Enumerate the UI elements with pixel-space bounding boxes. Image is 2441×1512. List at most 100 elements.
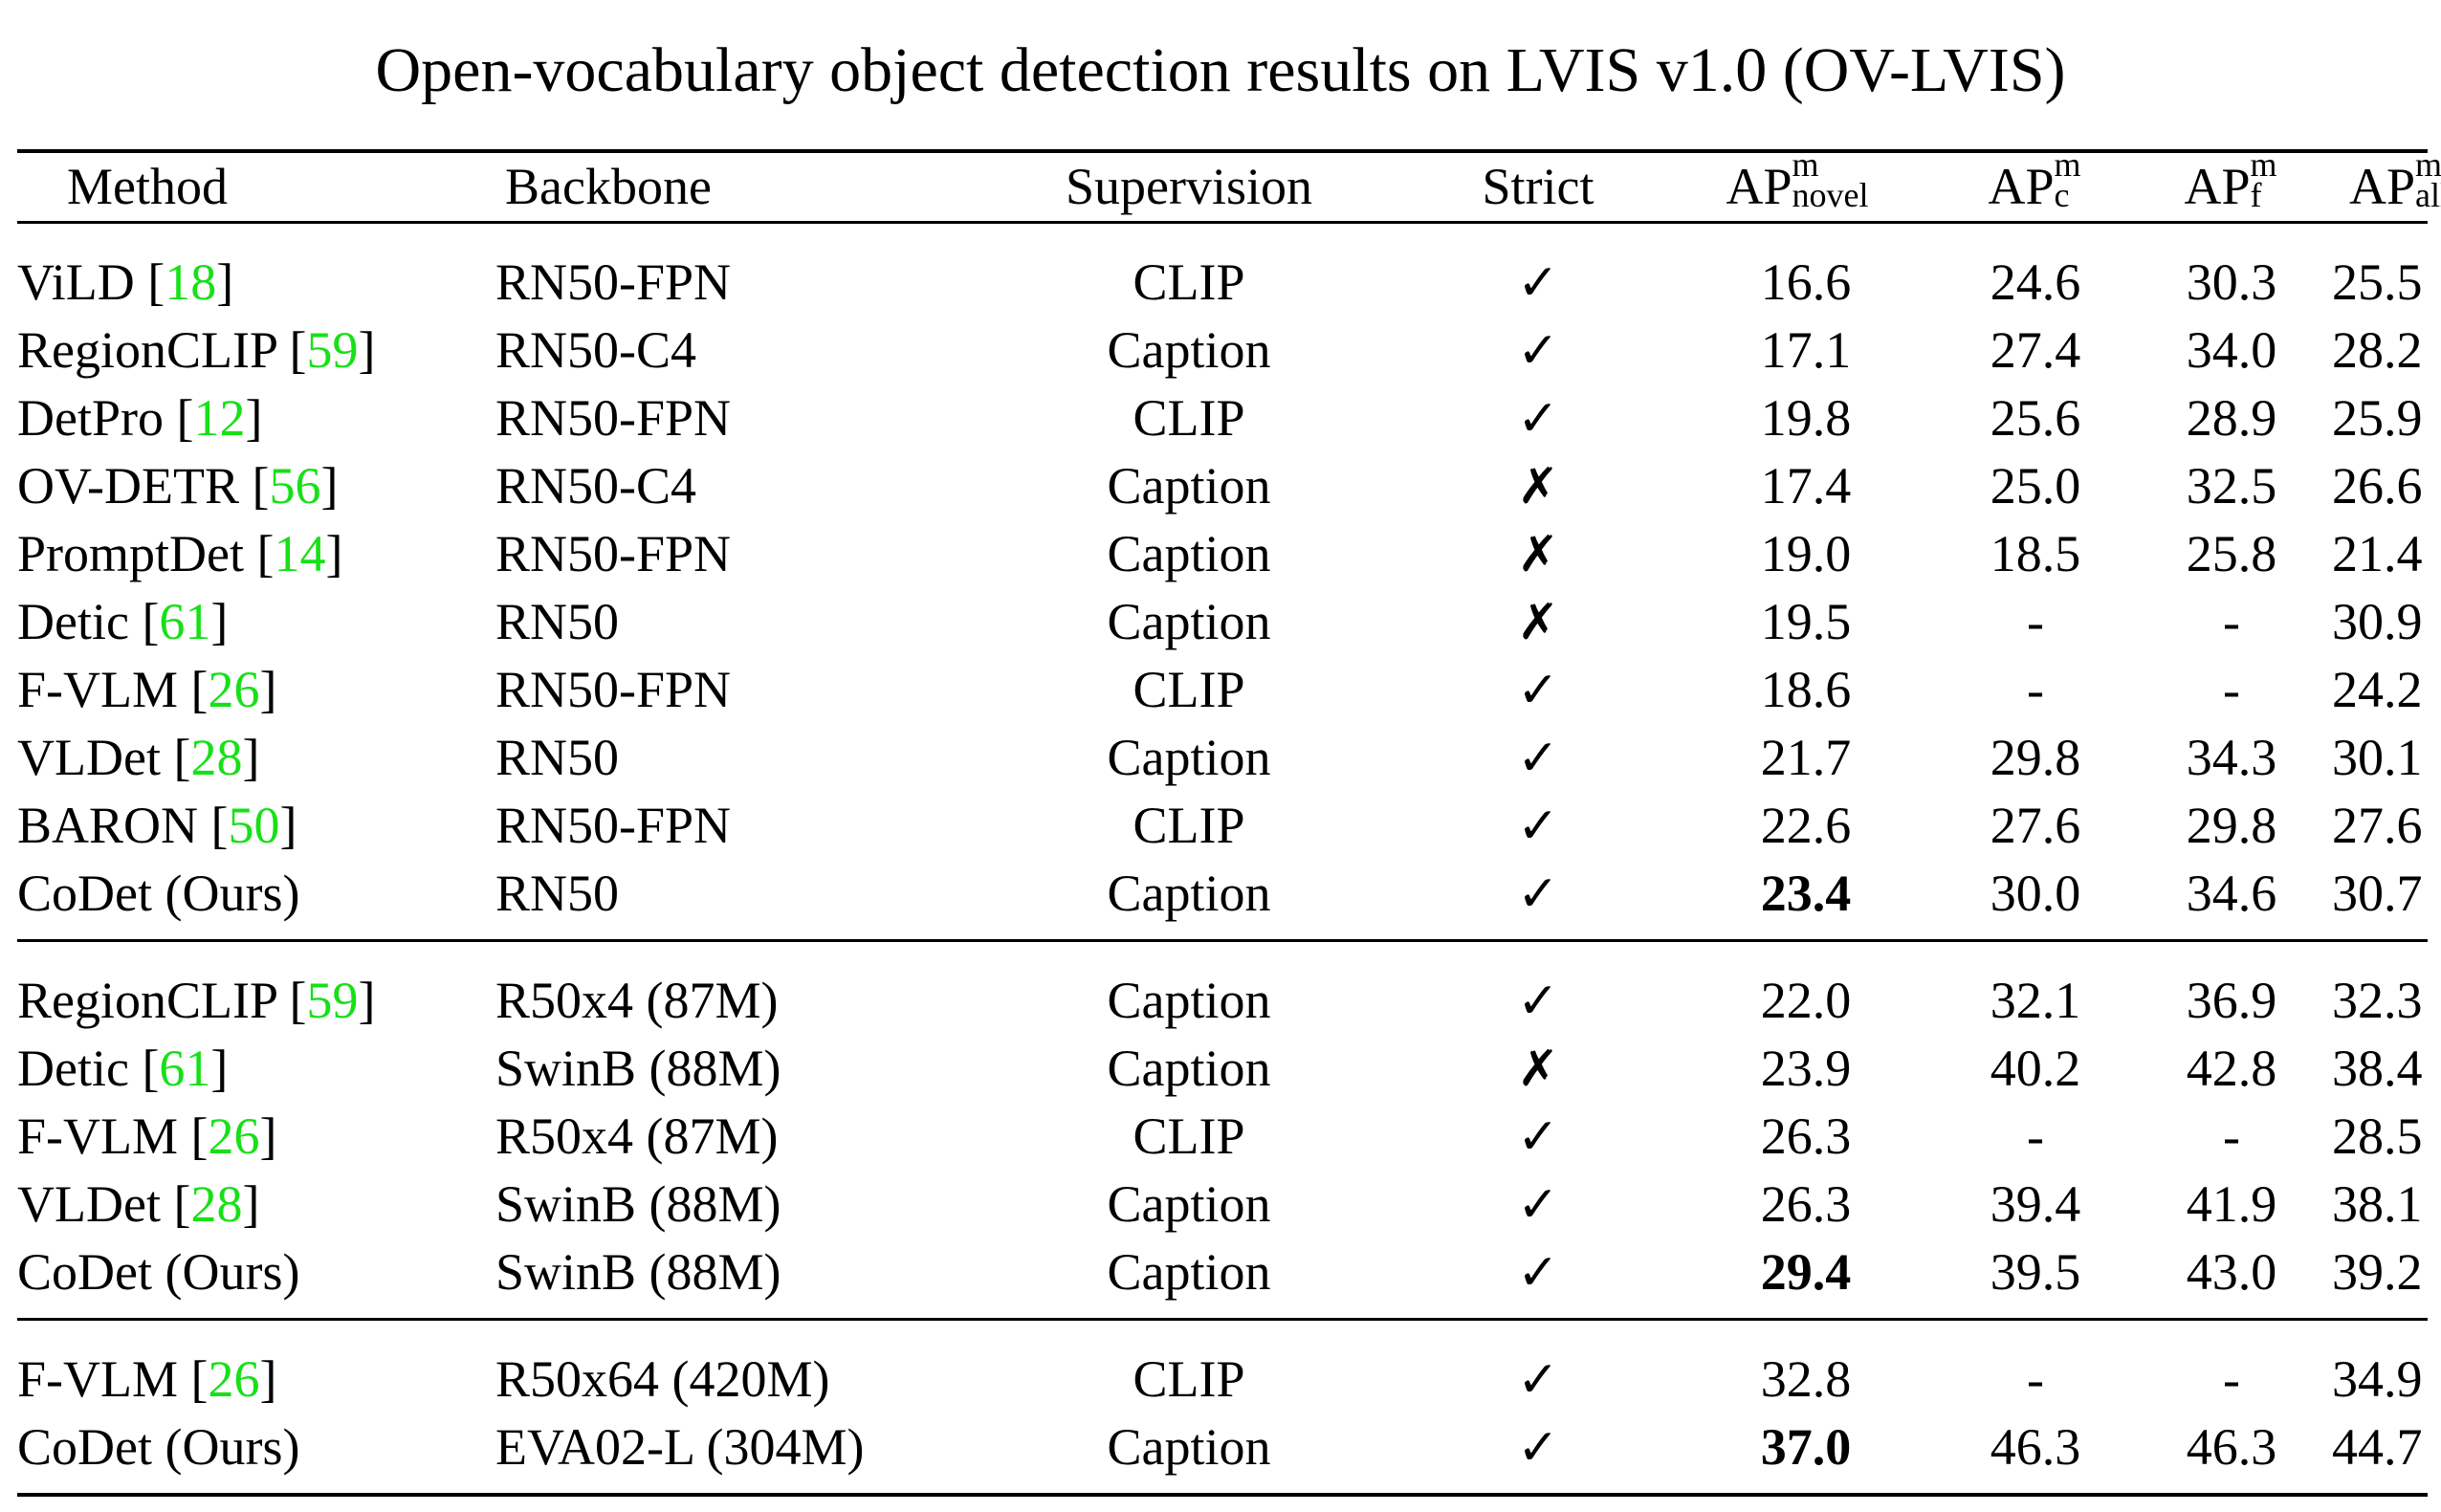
strict-cell-value: ✓: [1517, 972, 1559, 1030]
method-cell: F-VLM [26]: [17, 1319, 495, 1413]
method-name: RegionCLIP [: [17, 972, 307, 1030]
citation-link[interactable]: 18: [165, 253, 217, 312]
strict-cell-value: ✓: [1517, 797, 1559, 855]
citation-link[interactable]: 61: [159, 593, 211, 651]
table-row: RegionCLIP [59] RN50-C4 Caption ✓ 17.1 27.4 34…: [17, 317, 2428, 384]
ap-novel-cell-value: 29.4: [1760, 1243, 1852, 1302]
strict-cell-value: ✓: [1517, 253, 1559, 312]
method-name: VLDet [: [17, 1175, 191, 1234]
ap-c-cell: 29.8: [1990, 729, 2081, 787]
backbone-cell: RN50-FPN: [495, 661, 732, 719]
table-row: CoDet (Ours) RN50 Caption ✓ 23.4 30.0 34.6 30.7: [17, 860, 2428, 941]
ap-c-cell: 39.4: [1990, 1175, 2081, 1234]
method-name: PromptDet [: [17, 525, 275, 583]
method-cell: BARON [50]: [17, 792, 495, 860]
ap-f-cell: 36.9: [2186, 972, 2277, 1030]
citation-bracket: ]: [210, 1040, 229, 1098]
citation-link[interactable]: 26: [208, 1350, 260, 1409]
ap-c-cell: 25.0: [1990, 457, 2081, 515]
ap-c-cell: -: [2027, 661, 2044, 719]
table-row: RegionCLIP [59] R50x4 (87M) Caption ✓ 22.0 32…: [17, 940, 2428, 1035]
citation-link[interactable]: 59: [306, 972, 359, 1030]
table-row: OV-DETR [56] RN50-C4 Caption ✗ 17.4 25.0 32.5 2…: [17, 452, 2428, 520]
method-name: OV-DETR [: [17, 457, 270, 515]
ap-c-cell: 39.5: [1990, 1243, 2081, 1302]
results-table: Method Backbone Supervision Strict AP m no…: [17, 147, 2441, 1497]
table-row: CoDet (Ours) EVA02-L (304M) Caption ✓ 37.0 46…: [17, 1413, 2428, 1495]
citation-link[interactable]: 14: [274, 525, 326, 583]
method-cell: F-VLM [26]: [17, 656, 495, 724]
citation-link[interactable]: 28: [190, 1175, 243, 1234]
strict-cell-value: ✓: [1517, 389, 1559, 448]
citation-bracket: ]: [210, 593, 229, 651]
method-name: RegionCLIP [: [17, 321, 307, 380]
backbone-cell: EVA02-L (304M): [495, 1418, 865, 1477]
table-row: F-VLM [26] R50x4 (87M) CLIP ✓ 26.3- -28.5: [17, 1103, 2428, 1171]
citation-bracket: ]: [259, 1107, 277, 1166]
table-row: DetPro [12] RN50-FPN CLIP ✓ 19.8 25.6 28.9 25.9: [17, 384, 2428, 452]
citation-link[interactable]: 56: [269, 457, 321, 515]
ap-novel-cell-value: 37.0: [1760, 1418, 1852, 1477]
supervision-cell: Caption: [1107, 729, 1271, 787]
method-cell: F-VLM [26]: [17, 1103, 495, 1171]
method-cell: Detic [61]: [17, 1035, 495, 1103]
header-ap-novel: AP m novel: [1672, 147, 1940, 222]
ap-all-cell: 26.6: [2332, 457, 2423, 515]
ap-c-cell: -: [2027, 1350, 2044, 1409]
citation-link[interactable]: 12: [193, 389, 246, 448]
supervision-cell: CLIP: [1133, 1350, 1245, 1409]
table-group: F-VLM [26] R50x64 (420M) CLIP ✓ 32.8- -34.9 Co…: [17, 1319, 2428, 1495]
citation-link[interactable]: 26: [208, 1107, 260, 1166]
ap-f-cell: 34.3: [2186, 729, 2277, 787]
method-name: DetPro [: [17, 389, 194, 448]
citation-link[interactable]: 59: [306, 321, 359, 380]
header-strict: Strict: [1482, 158, 1594, 216]
table-row: F-VLM [26] RN50-FPN CLIP ✓ 18.6- -24.2: [17, 656, 2428, 724]
ap-c-cell: 32.1: [1990, 972, 2081, 1030]
citation-link[interactable]: 61: [159, 1040, 211, 1098]
backbone-cell: SwinB (88M): [495, 1175, 781, 1234]
backbone-cell: RN50-FPN: [495, 525, 732, 583]
strict-cell: ✓: [1404, 1171, 1672, 1238]
method-cell: PromptDet [14]: [17, 520, 495, 588]
table-row: CoDet (Ours) SwinB (88M) Caption ✓ 29.4 39.5 4…: [17, 1238, 2428, 1320]
ap-novel-cell: 29.4: [1672, 1238, 1940, 1320]
ap-all-cell: 30.9: [2332, 593, 2423, 651]
citation-link[interactable]: 28: [190, 729, 243, 787]
ap-all-cell: 30.7: [2332, 865, 2423, 923]
ap-label: AP: [2184, 158, 2251, 216]
ap-novel-cell: 37.0: [1672, 1413, 1940, 1495]
strict-cell-value: ✓: [1517, 661, 1559, 719]
strict-cell-value: ✓: [1517, 1350, 1559, 1409]
ap-subscript-novel: novel: [1792, 176, 1869, 215]
strict-cell-value: ✓: [1517, 321, 1559, 380]
citation-bracket: ]: [279, 797, 297, 855]
ap-c-cell: -: [2027, 593, 2044, 651]
ap-c-cell: 30.0: [1990, 865, 2081, 923]
citation-link[interactable]: 26: [208, 661, 260, 719]
ap-superscript: m: [2415, 145, 2441, 185]
strict-cell-value: ✗: [1517, 1040, 1559, 1098]
backbone-cell: RN50-FPN: [495, 389, 732, 448]
supervision-cell: Caption: [1107, 972, 1271, 1030]
citation-link[interactable]: 50: [228, 797, 280, 855]
strict-cell: ✗: [1404, 588, 1672, 656]
ap-c-cell: 27.6: [1990, 797, 2081, 855]
method-name: F-VLM [: [17, 1350, 209, 1409]
ap-f-cell: 32.5: [2186, 457, 2277, 515]
strict-cell-value: ✓: [1517, 729, 1559, 787]
method-cell: CoDet (Ours): [17, 1238, 495, 1320]
method-cell: DetPro [12]: [17, 384, 495, 452]
ap-f-cell: 43.0: [2186, 1243, 2277, 1302]
ap-novel-cell: 19.8: [1760, 389, 1852, 448]
citation-bracket: ]: [245, 389, 263, 448]
backbone-cell: RN50-FPN: [495, 797, 732, 855]
ap-novel-cell: 26.3: [1760, 1175, 1852, 1234]
ap-f-cell: 25.8: [2186, 525, 2277, 583]
supervision-cell: Caption: [1107, 593, 1271, 651]
ap-all-cell: 30.1: [2332, 729, 2423, 787]
citation-bracket: ]: [358, 972, 376, 1030]
ap-all-cell: 32.3: [2332, 972, 2423, 1030]
backbone-cell: R50x4 (87M): [495, 972, 779, 1030]
ap-c-cell: 46.3: [1990, 1418, 2081, 1477]
